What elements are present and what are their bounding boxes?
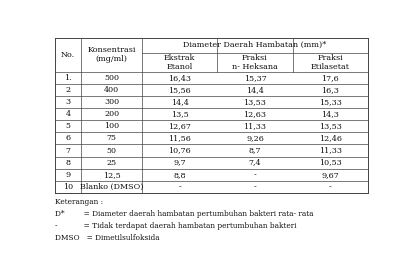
Text: 12,63: 12,63 — [243, 110, 267, 118]
Text: -: - — [253, 171, 256, 179]
Text: 13,53: 13,53 — [318, 122, 342, 130]
Text: 8: 8 — [66, 159, 70, 167]
Text: 10,76: 10,76 — [169, 147, 191, 154]
Text: 3: 3 — [66, 98, 70, 106]
Text: Keterangan :: Keterangan : — [55, 198, 103, 206]
Text: 14,4: 14,4 — [246, 86, 264, 94]
Text: 100: 100 — [104, 122, 119, 130]
Text: 9,26: 9,26 — [246, 134, 264, 142]
Text: D*        = Diameter daerah hambatan pertumbuhan bakteri rata- rata: D* = Diameter daerah hambatan pertumbuha… — [55, 210, 313, 218]
Text: 16,3: 16,3 — [321, 86, 339, 94]
Text: 8,8: 8,8 — [173, 171, 186, 179]
Text: 13,53: 13,53 — [243, 98, 267, 106]
Text: 8,7: 8,7 — [249, 147, 261, 154]
Text: 5: 5 — [66, 122, 70, 130]
Text: Ekstrak
Etanol: Ekstrak Etanol — [164, 54, 196, 71]
Text: 500: 500 — [104, 74, 119, 82]
Text: 1.: 1. — [64, 74, 72, 82]
Text: 10: 10 — [63, 183, 73, 191]
Text: 9: 9 — [66, 171, 70, 179]
Text: 14,3: 14,3 — [321, 110, 339, 118]
Text: -           = Tidak terdapat daerah hambatan pertumbuhan bakteri: - = Tidak terdapat daerah hambatan pertu… — [55, 222, 296, 230]
Text: Fraksi
Etilasetat: Fraksi Etilasetat — [311, 54, 349, 71]
Text: 200: 200 — [104, 110, 119, 118]
Text: 75: 75 — [107, 134, 117, 142]
Text: 12,46: 12,46 — [318, 134, 342, 142]
Text: Konsentrasi
(mg/ml): Konsentrasi (mg/ml) — [87, 46, 136, 63]
Text: Fraksi
n- Heksana: Fraksi n- Heksana — [232, 54, 278, 71]
Text: 15,56: 15,56 — [169, 86, 191, 94]
Text: No.: No. — [61, 51, 75, 59]
Text: 10,53: 10,53 — [319, 159, 342, 167]
Text: 15,33: 15,33 — [318, 98, 342, 106]
Text: 15,37: 15,37 — [243, 74, 266, 82]
Text: 4: 4 — [66, 110, 70, 118]
Text: -: - — [329, 183, 331, 191]
Text: -: - — [178, 183, 181, 191]
Text: 11,33: 11,33 — [318, 147, 342, 154]
Text: 17,6: 17,6 — [321, 74, 339, 82]
Text: 2: 2 — [66, 86, 70, 94]
Text: 13,5: 13,5 — [171, 110, 189, 118]
Text: 14,4: 14,4 — [171, 98, 189, 106]
Text: 16,43: 16,43 — [169, 74, 191, 82]
Text: 11,56: 11,56 — [169, 134, 191, 142]
Text: 7: 7 — [66, 147, 70, 154]
Text: 7,4: 7,4 — [249, 159, 261, 167]
Text: DMSO   = Dimetilsulfoksida: DMSO = Dimetilsulfoksida — [55, 234, 159, 242]
Text: 25: 25 — [107, 159, 117, 167]
Text: 12,67: 12,67 — [169, 122, 191, 130]
Text: 6: 6 — [66, 134, 70, 142]
Text: 400: 400 — [104, 86, 119, 94]
Text: 9,7: 9,7 — [173, 159, 186, 167]
Text: 9,67: 9,67 — [321, 171, 339, 179]
Text: 50: 50 — [107, 147, 117, 154]
Text: Blanko (DMSO): Blanko (DMSO) — [80, 183, 143, 191]
Text: 12,5: 12,5 — [103, 171, 121, 179]
Text: -: - — [253, 183, 256, 191]
Text: 11,33: 11,33 — [243, 122, 267, 130]
Text: Diameter Daerah Hambatan (mm)*: Diameter Daerah Hambatan (mm)* — [183, 41, 327, 49]
Text: 300: 300 — [104, 98, 119, 106]
